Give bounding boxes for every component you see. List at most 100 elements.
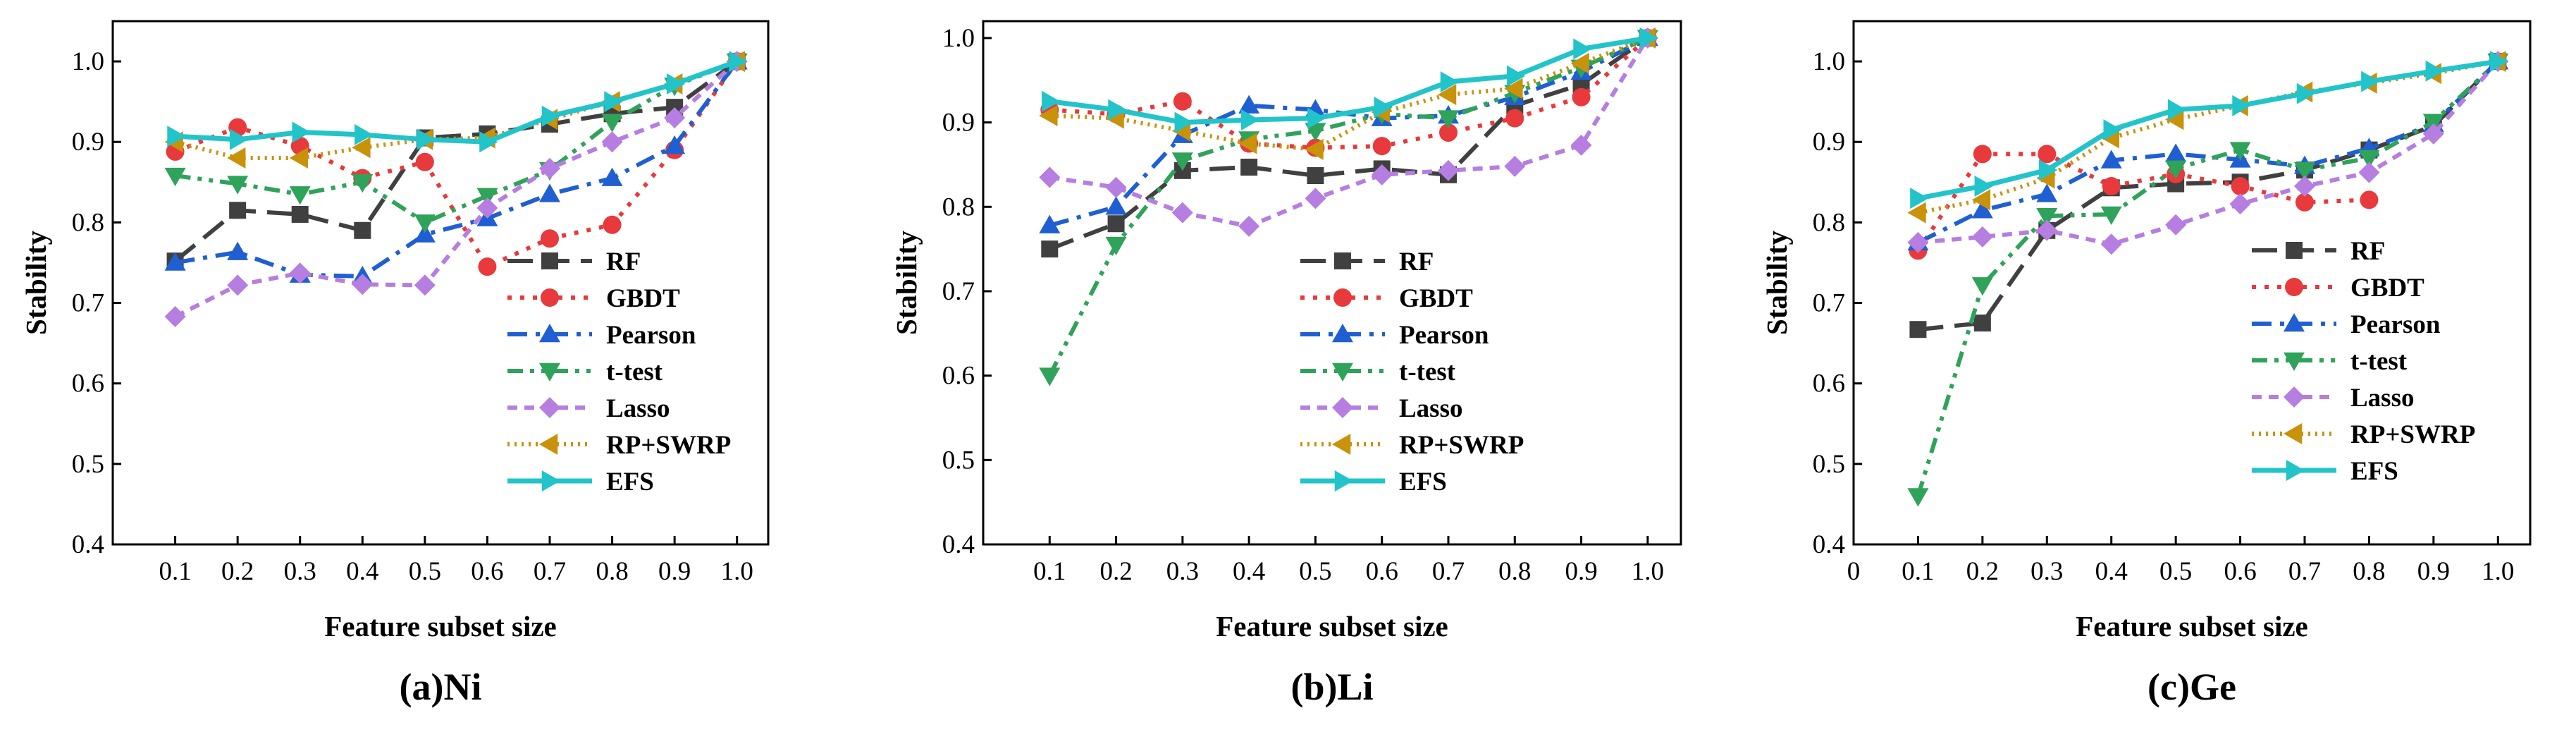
data-point-t-test [2036, 208, 2058, 227]
data-point-efs [1507, 65, 1526, 87]
data-point-rf [291, 205, 309, 223]
data-point-rf [1041, 240, 1059, 258]
data-point-pearson [1238, 94, 1260, 114]
series-line-rp-swrp [1917, 59, 2498, 215]
data-point-t-test [1039, 367, 1061, 386]
data-point-efs [2103, 119, 2122, 141]
y-tick-label: 0.7 [1813, 289, 1845, 318]
x-tick-label: 0.8 [1498, 557, 1531, 586]
x-tick-label: 1.0 [721, 557, 753, 586]
x-tick-label: 0.3 [284, 557, 316, 586]
data-point-t-test [1438, 110, 1459, 129]
data-point-gbdt [1439, 123, 1458, 142]
legend-marker-rp-swrp [2284, 423, 2303, 444]
data-point-rp-swrp [1570, 52, 1589, 74]
y-tick-label: 0.6 [942, 362, 975, 391]
data-point-efs [666, 73, 686, 95]
legend-marker-gbdt [1333, 288, 1352, 307]
series-lasso [164, 51, 748, 327]
series-line-rf [173, 59, 739, 263]
legend-marker-lasso [1332, 397, 1353, 418]
x-tick-label: 0.5 [409, 557, 441, 586]
legend-item-rp-swrp: RP+SWRP [2252, 420, 2475, 449]
data-point-pearson [539, 183, 560, 202]
data-point-lasso [476, 197, 498, 219]
data-point-rp-swrp [1971, 189, 1991, 211]
data-point-lasso [414, 274, 436, 296]
y-tick-label: 1.0 [72, 47, 104, 76]
x-tick-label: 0.1 [1902, 557, 1934, 586]
legend-marker-rp-swrp [539, 434, 558, 455]
data-point-rf [1107, 215, 1125, 233]
series-pearson [1039, 27, 1658, 233]
data-point-pearson [1971, 200, 1993, 219]
x-axis-title: Feature subset size [2076, 610, 2307, 642]
data-point-lasso [2229, 193, 2251, 215]
data-point-rf [1973, 315, 1991, 332]
legend-item-efs: EFS [507, 468, 654, 496]
legend-item-rf: RF [507, 248, 641, 276]
series-lasso [1039, 27, 1658, 237]
legend-marker-efs [541, 470, 560, 492]
data-point-rp-swrp [1504, 78, 1523, 99]
plot-frame [1852, 20, 2532, 546]
data-point-lasso [2036, 219, 2058, 241]
data-point-efs [1374, 97, 1393, 118]
y-tick-label: 0.8 [72, 208, 104, 237]
x-tick-label: 0.4 [346, 557, 378, 586]
x-tick-label: 0.2 [1099, 557, 1132, 586]
series-rp-swrp [1907, 51, 2506, 224]
data-point-lasso [664, 106, 686, 128]
legend-marker-gbdt [2285, 278, 2303, 296]
legend-item-efs: EFS [2252, 457, 2398, 486]
legend-marker-efs [2286, 460, 2305, 481]
data-point-gbdt [478, 257, 497, 276]
legend-label-lasso: Lasso [2350, 384, 2414, 413]
x-tick-label: 0.4 [2095, 557, 2128, 586]
legend-label-rf: RF [2350, 237, 2385, 266]
data-point-t-test [414, 214, 436, 233]
x-tick-label: 0.1 [159, 557, 191, 586]
data-point-t-test [2358, 150, 2380, 169]
series-line-rp-swrp [174, 59, 738, 161]
data-point-t-test [1907, 488, 1929, 507]
data-point-pearson [601, 167, 623, 186]
series-line-rp-swrp [1049, 36, 1648, 152]
data-point-pearson [414, 224, 436, 243]
data-point-t-test [352, 174, 374, 193]
y-tick-label: 0.5 [942, 446, 975, 475]
legend-item-t-test: t-test [507, 358, 663, 386]
series-efs [167, 51, 748, 153]
x-tick-label: 0.8 [2353, 557, 2385, 586]
series-rf [1041, 29, 1656, 258]
series-gbdt [1909, 145, 2379, 260]
data-point-t-test [2229, 142, 2251, 161]
legend-label-rf: RF [1399, 248, 1434, 276]
x-tick-label: 0.5 [2159, 557, 2192, 586]
x-tick-label: 0.7 [1432, 557, 1465, 586]
data-point-pearson [1039, 214, 1061, 233]
series-line-lasso [1049, 37, 1650, 228]
data-point-lasso [1504, 155, 1526, 177]
panel-li: 0.4 0.5 0.6 0.7 0.8 0.9 1.0 0.1 0.2 0.3 0.4 0.5 0.6 0… [890, 20, 1682, 708]
data-point-lasso [2165, 214, 2187, 236]
x-tick-label: 0.9 [658, 557, 691, 586]
data-point-rp-swrp [227, 147, 246, 169]
data-point-efs [604, 91, 623, 113]
legend-item-gbdt: GBDT [2252, 274, 2424, 303]
data-point-rp-swrp [1238, 133, 1257, 154]
data-point-lasso [601, 131, 623, 153]
data-point-lasso [1238, 215, 1260, 237]
data-point-lasso [2422, 123, 2444, 145]
data-point-pearson [2036, 183, 2058, 202]
data-point-pearson [2100, 150, 2122, 169]
y-axis-title: Stability [20, 230, 52, 335]
legend-item-rf: RF [1300, 248, 1434, 276]
legend-label-lasso: Lasso [1399, 394, 1462, 423]
legend-marker-pearson [539, 324, 560, 343]
legend-item-gbdt: GBDT [1300, 284, 1473, 313]
legend-item-lasso: Lasso [1300, 394, 1462, 423]
series-gbdt [1040, 28, 1657, 157]
